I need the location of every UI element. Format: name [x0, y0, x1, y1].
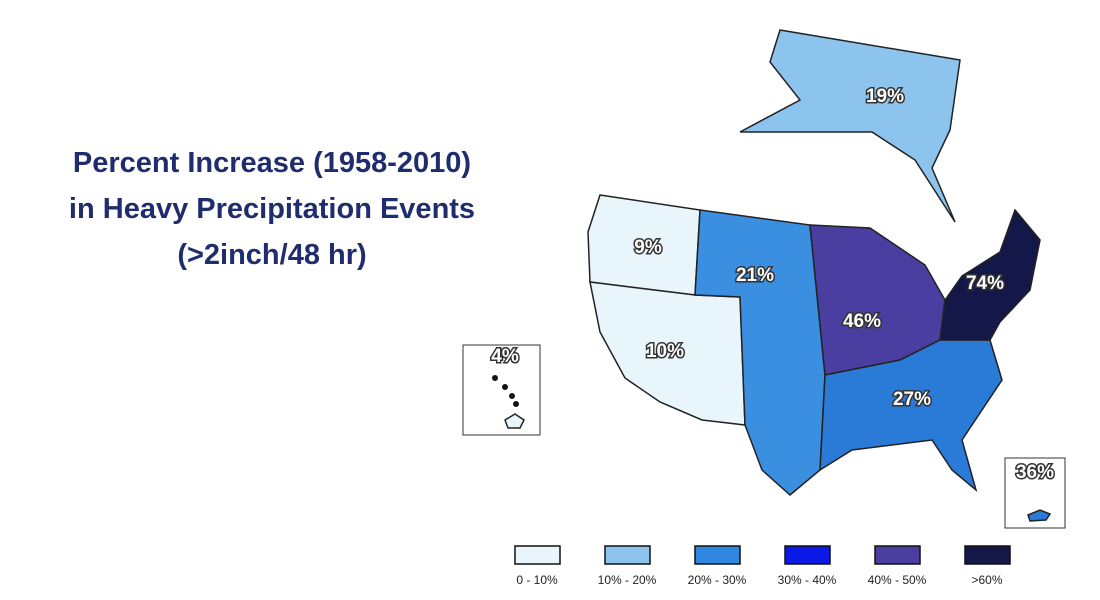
legend-swatch	[604, 545, 651, 565]
region-label: 46%	[843, 311, 881, 332]
region	[1027, 509, 1052, 522]
legend-swatch	[784, 545, 831, 565]
title-line: (>2inch/48 hr)	[177, 239, 366, 271]
region-label: 27%	[893, 389, 931, 410]
region-label: 21%	[736, 265, 774, 286]
region-label: 4%	[491, 346, 519, 367]
title-line: in Heavy Precipitation Events	[69, 193, 475, 225]
region-label: 10%	[646, 341, 684, 362]
legend-swatch	[964, 545, 1011, 565]
legend-label: 20% - 30%	[688, 573, 747, 587]
region	[939, 208, 1041, 341]
legend-label: 10% - 20%	[598, 573, 657, 587]
legend-label: >60%	[971, 573, 1002, 587]
region-label: 36%	[1016, 462, 1054, 483]
region-label: 9%	[634, 237, 662, 258]
title-line: Percent Increase (1958-2010)	[73, 147, 471, 179]
legend-swatch	[874, 545, 921, 565]
region	[819, 339, 1003, 493]
region	[504, 413, 525, 429]
region-label: 19%	[866, 86, 904, 107]
island	[502, 384, 508, 390]
puerto-rico-inset	[1004, 457, 1066, 529]
region	[739, 29, 961, 223]
legend-swatch	[514, 545, 561, 565]
hawaii-inset	[462, 344, 541, 436]
legend-label: 30% - 40%	[778, 573, 837, 587]
legend-label: 40% - 50%	[868, 573, 927, 587]
island	[509, 393, 515, 399]
legend-swatch	[694, 545, 741, 565]
island	[492, 375, 498, 381]
island	[513, 401, 519, 407]
region-label: 74%	[966, 273, 1004, 294]
legend-label: 0 - 10%	[516, 573, 558, 587]
